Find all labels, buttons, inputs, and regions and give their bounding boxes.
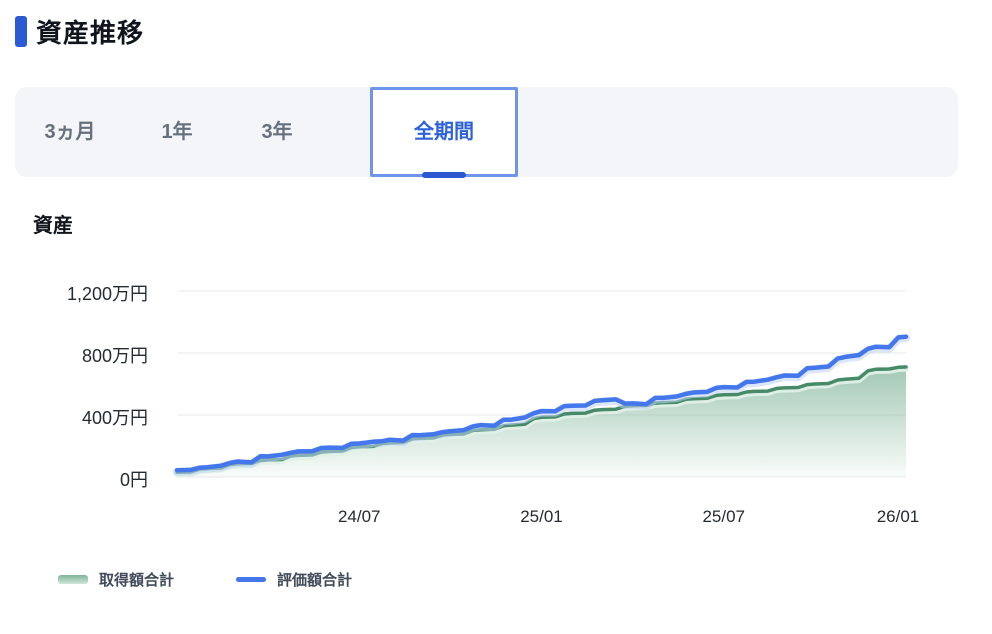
x-axis-label: 25/01 bbox=[520, 507, 563, 526]
tab-1-year[interactable]: 1年 bbox=[161, 121, 193, 143]
y-axis-label: 1,200万円 bbox=[66, 284, 148, 304]
x-axis-label: 24/07 bbox=[337, 507, 381, 526]
valuation-line-swatch-icon bbox=[236, 577, 267, 582]
panel-header: 資産推移 bbox=[15, 13, 144, 50]
valuation-line bbox=[174, 334, 909, 473]
title-accent-bar bbox=[15, 16, 27, 47]
chart-series bbox=[173, 334, 910, 478]
selected-tab-indicator bbox=[422, 172, 466, 178]
page-title: 資産推移 bbox=[36, 18, 145, 48]
chart-title: 資産 bbox=[33, 215, 73, 237]
y-axis-label: 800万円 bbox=[81, 346, 148, 366]
period-tab-bar: 3ヵ月 1年 3年 全期間 bbox=[15, 87, 958, 178]
tab-all-period-selected[interactable]: 全期間 bbox=[370, 87, 518, 178]
x-axis-label: 25/07 bbox=[702, 507, 746, 526]
x-axis-label: 26/01 bbox=[876, 507, 920, 526]
y-axis-label: 400万円 bbox=[81, 408, 148, 428]
tab-all-period-label: 全期間 bbox=[414, 121, 474, 143]
tab-3-years[interactable]: 3年 bbox=[261, 121, 293, 143]
legend-item-valuation: 評価額合計 bbox=[236, 569, 352, 590]
legend-valuation-label: 評価額合計 bbox=[277, 572, 353, 589]
asset-chart bbox=[173, 290, 910, 478]
legend-item-acquisition: 取得額合計 bbox=[58, 569, 174, 590]
tab-3-months[interactable]: 3ヵ月 bbox=[44, 121, 96, 143]
chart-legend: 取得額合計 評価額合計 bbox=[58, 569, 352, 590]
y-axis-label: 0円 bbox=[119, 470, 148, 490]
legend-acquisition-label: 取得額合計 bbox=[99, 572, 175, 589]
acquisition-area-swatch-icon bbox=[58, 575, 88, 584]
